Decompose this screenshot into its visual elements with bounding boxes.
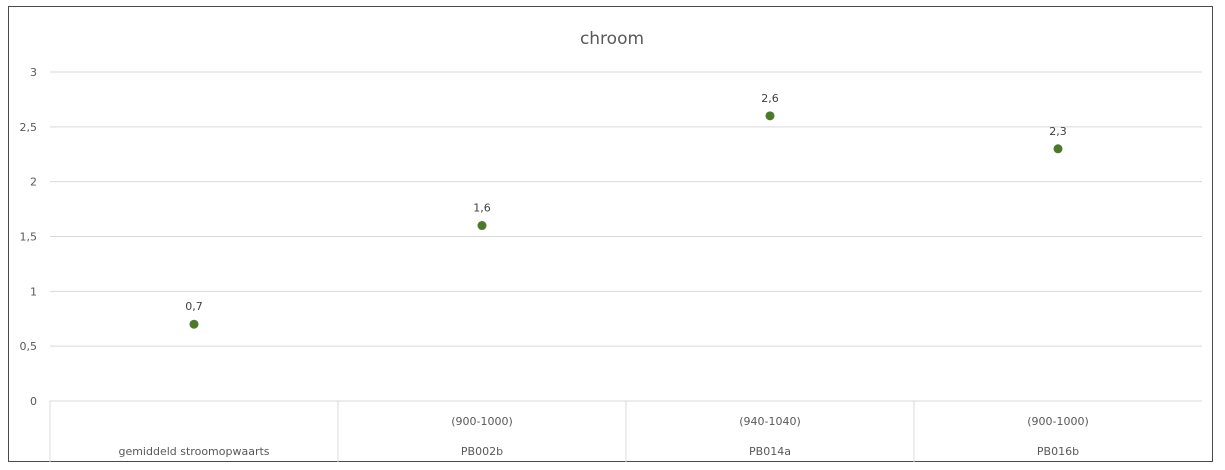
gridlines	[50, 71, 1202, 402]
data-label: 0,7	[185, 300, 203, 313]
category-range-label: (940-1040)	[739, 415, 801, 428]
data-point	[765, 111, 775, 121]
category-table: gemiddeld stroomopwaarts (900-1000) PB002b…	[49, 401, 1089, 462]
data-points	[189, 111, 1063, 329]
category-label: gemiddeld stroomopwaarts	[118, 445, 269, 458]
data-point	[477, 221, 487, 231]
y-tick-label: 2	[30, 176, 37, 189]
y-tick-label: 0	[30, 395, 37, 408]
data-point	[1053, 144, 1063, 154]
data-point	[189, 319, 199, 329]
data-labels: 0,7 1,6 2,6 2,3	[185, 92, 1067, 313]
category-range-label: (900-1000)	[1027, 415, 1089, 428]
y-tick-label: 2,5	[20, 121, 38, 134]
y-tick-label: 0,5	[20, 340, 38, 353]
y-tick-label: 3	[30, 66, 37, 79]
data-label: 2,6	[761, 92, 779, 105]
category-range-label: (900-1000)	[451, 415, 513, 428]
y-tick-label: 1,5	[20, 231, 38, 244]
category-label: PB014a	[749, 445, 791, 458]
y-axis-ticks: 0 0,5 1 1,5 2 2,5 3	[20, 66, 38, 408]
data-label: 2,3	[1049, 125, 1067, 138]
y-tick-label: 1	[30, 285, 37, 298]
category-label: PB002b	[461, 445, 503, 458]
category-label: PB016b	[1037, 445, 1079, 458]
chart-frame	[8, 6, 1213, 462]
data-label: 1,6	[473, 202, 491, 215]
chart-title: chroom	[580, 29, 644, 49]
